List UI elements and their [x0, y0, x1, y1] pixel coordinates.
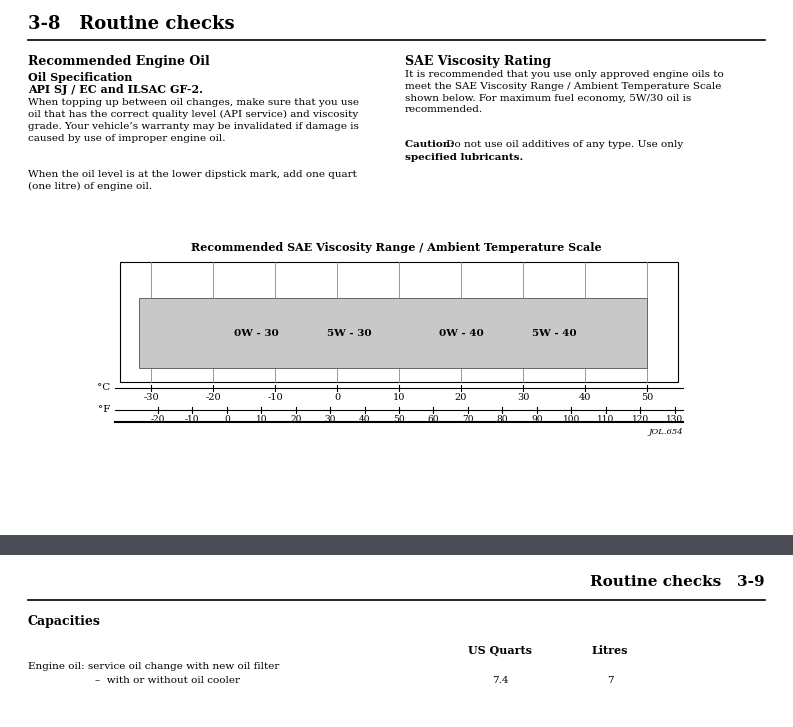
Text: API SJ / EC and ILSAC GF-2.: API SJ / EC and ILSAC GF-2.	[28, 84, 203, 95]
Text: SAE Viscosity Rating: SAE Viscosity Rating	[405, 55, 551, 68]
Text: 110: 110	[597, 415, 615, 424]
Text: 70: 70	[462, 415, 473, 424]
Text: It is recommended that you use only approved engine oils to
meet the SAE Viscosi: It is recommended that you use only appr…	[405, 70, 724, 114]
Text: Litres: Litres	[592, 645, 628, 656]
Text: 40: 40	[358, 415, 370, 424]
Bar	[120, 262, 678, 382]
Text: -20: -20	[205, 393, 220, 402]
Text: 30: 30	[324, 415, 335, 424]
Text: 5W - 40: 5W - 40	[531, 329, 577, 337]
Text: 120: 120	[631, 415, 649, 424]
Text: When topping up between oil changes, make sure that you use
oil that has the cor: When topping up between oil changes, mak…	[28, 98, 359, 142]
Text: US Quarts: US Quarts	[468, 645, 532, 656]
Text: -10: -10	[267, 393, 283, 402]
Text: 7: 7	[607, 676, 613, 685]
Text: 30: 30	[517, 393, 529, 402]
Text: 0: 0	[334, 393, 340, 402]
Text: Recommended SAE Viscosity Range / Ambient Temperature Scale: Recommended SAE Viscosity Range / Ambien…	[191, 242, 602, 253]
Text: 0: 0	[224, 415, 230, 424]
Text: 7.4: 7.4	[492, 676, 508, 685]
Text: 50: 50	[393, 415, 404, 424]
Text: 3-8   Routine checks: 3-8 Routine checks	[28, 15, 235, 33]
Text: When the oil level is at the lower dipstick mark, add one quart
(one litre) of e: When the oil level is at the lower dipst…	[28, 170, 357, 191]
Text: °C: °C	[97, 384, 110, 393]
Text: 20: 20	[290, 415, 301, 424]
Text: 100: 100	[562, 415, 580, 424]
Bar	[139, 298, 647, 368]
Bar	[0, 535, 793, 555]
Text: 60: 60	[427, 415, 439, 424]
Text: 130: 130	[666, 415, 683, 424]
Text: 10: 10	[393, 393, 405, 402]
Text: 90: 90	[531, 415, 542, 424]
Text: Recommended Engine Oil: Recommended Engine Oil	[28, 55, 210, 68]
Text: Caution:: Caution:	[405, 140, 458, 149]
Text: specified lubricants.: specified lubricants.	[405, 153, 523, 162]
Text: -20: -20	[151, 415, 165, 424]
Text: Do not use oil additives of any type. Use only: Do not use oil additives of any type. Us…	[443, 140, 684, 149]
Text: -10: -10	[185, 415, 200, 424]
Text: Engine oil: service oil change with new oil filter: Engine oil: service oil change with new …	[28, 662, 279, 671]
Text: JOL.654: JOL.654	[649, 428, 683, 436]
Text: 40: 40	[579, 393, 592, 402]
Text: Routine checks   3-9: Routine checks 3-9	[590, 575, 765, 589]
Text: 50: 50	[641, 393, 653, 402]
Text: 20: 20	[455, 393, 467, 402]
Text: –  with or without oil cooler: – with or without oil cooler	[95, 676, 240, 685]
Text: 5W - 30: 5W - 30	[327, 329, 372, 337]
Text: 0W - 40: 0W - 40	[439, 329, 484, 337]
Text: 10: 10	[255, 415, 267, 424]
Text: -30: -30	[144, 393, 159, 402]
Text: 0W - 30: 0W - 30	[234, 329, 279, 337]
Text: 80: 80	[496, 415, 508, 424]
Text: °F: °F	[98, 406, 110, 414]
Text: Capacities: Capacities	[28, 615, 101, 628]
Text: Oil Specification: Oil Specification	[28, 72, 132, 83]
